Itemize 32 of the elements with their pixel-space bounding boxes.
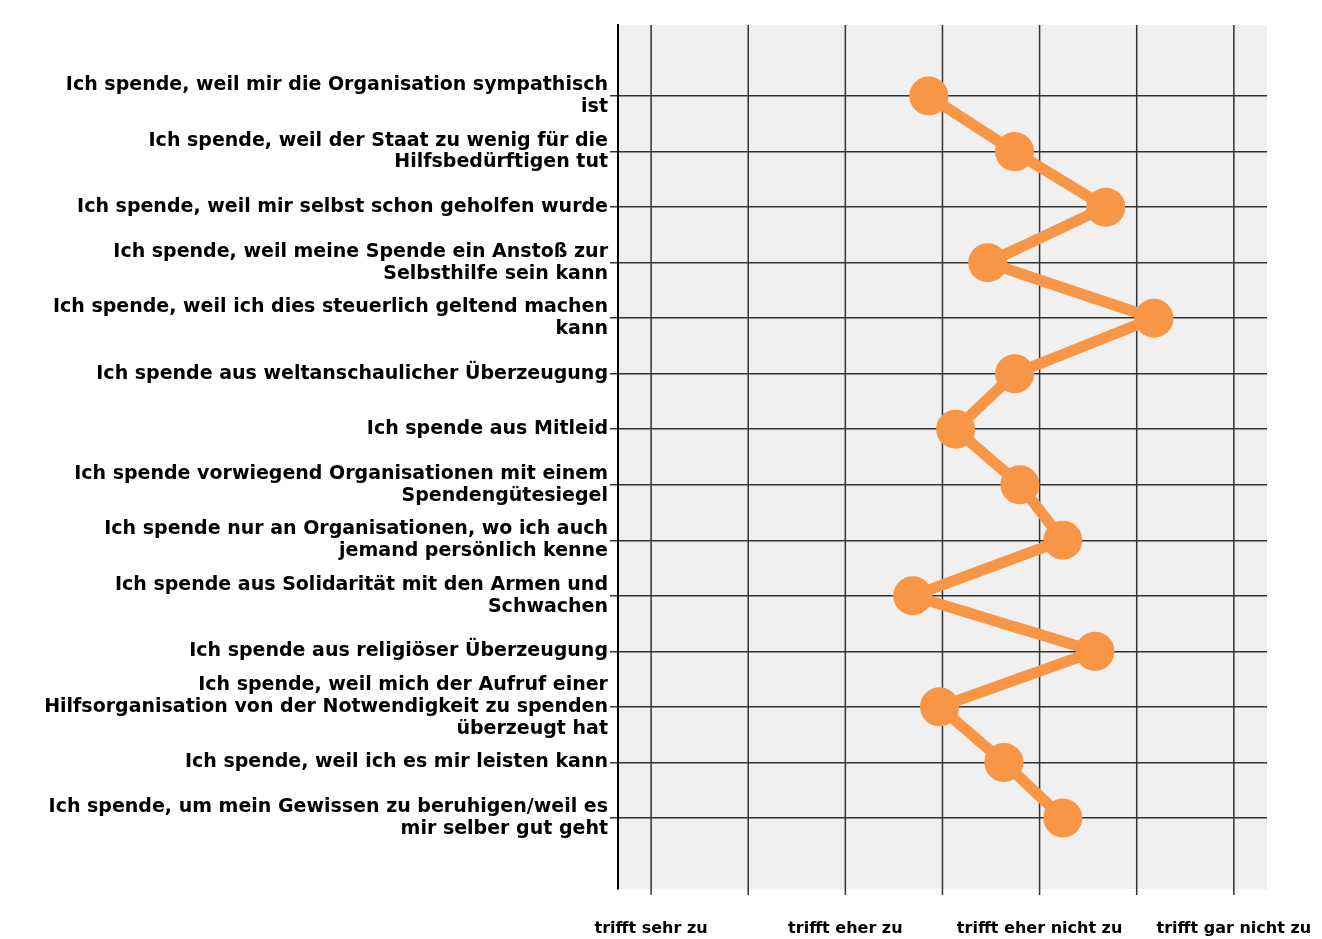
y-tick-label: Ich spende, weil meine Spende ein Anstoß zur Selbsthilfe sein kann [113, 238, 609, 283]
y-tick-label: Ich spende, um mein Gewissen zu beruhigen/weil es mir selber gut geht [48, 793, 608, 838]
text: trifft eher zu [788, 918, 903, 938]
y-tick-label: Ich spende, weil ich es mir leisten kann [184, 749, 608, 772]
point [909, 76, 949, 116]
point [936, 409, 976, 449]
y-tick-label: Ich spende aus Solidarität mit den Armen und Schwachen [114, 571, 608, 616]
point [1043, 520, 1083, 560]
y-tick-label: Ich spende aus Mitleid [366, 416, 608, 439]
point [1075, 631, 1115, 671]
point [995, 132, 1035, 172]
point [1134, 298, 1174, 338]
point [984, 742, 1024, 782]
point [920, 687, 960, 727]
point [1043, 798, 1083, 838]
y-tick-label: Ich spende nur an Organisationen, wo ich auch jemand persönlich kenne [104, 516, 608, 561]
point [1000, 465, 1040, 505]
point [1086, 187, 1126, 227]
point [968, 243, 1008, 283]
point [995, 354, 1035, 394]
y-tick-label: Ich spende, weil der Staat zu wenig für die Hilfsbedürftigen tut [148, 127, 608, 172]
y-tick-label: Ich spende, weil mir selbst schon geholfen wurde [77, 194, 608, 217]
y-tick-label: Ich spende, weil mir die Organisation sympathisch ist [65, 72, 608, 116]
y-tick-label: Ich spende vorwiegend Organisationen mit einem Spendengütesiegel [74, 460, 608, 505]
text: trifft eher nicht zu [956, 918, 1123, 938]
point [893, 576, 933, 616]
y-tick-label: Ich spende aus weltanschaulicher Überzeugung [96, 359, 608, 383]
y-tick-label: Ich spende aus religiöser Überzeugung [189, 637, 608, 661]
y-tick-label: Ich spende, weil ich dies steuerlich geltend machen kann [52, 294, 608, 339]
text: trifft gar nicht zu [1156, 918, 1312, 938]
y-tick-label: Ich spende, weil mich der Aufruf einer Hilfsorganisation von der Notwendigkeit zu spenden überzeugt hat [44, 671, 609, 738]
text: trifft sehr zu [594, 918, 708, 938]
